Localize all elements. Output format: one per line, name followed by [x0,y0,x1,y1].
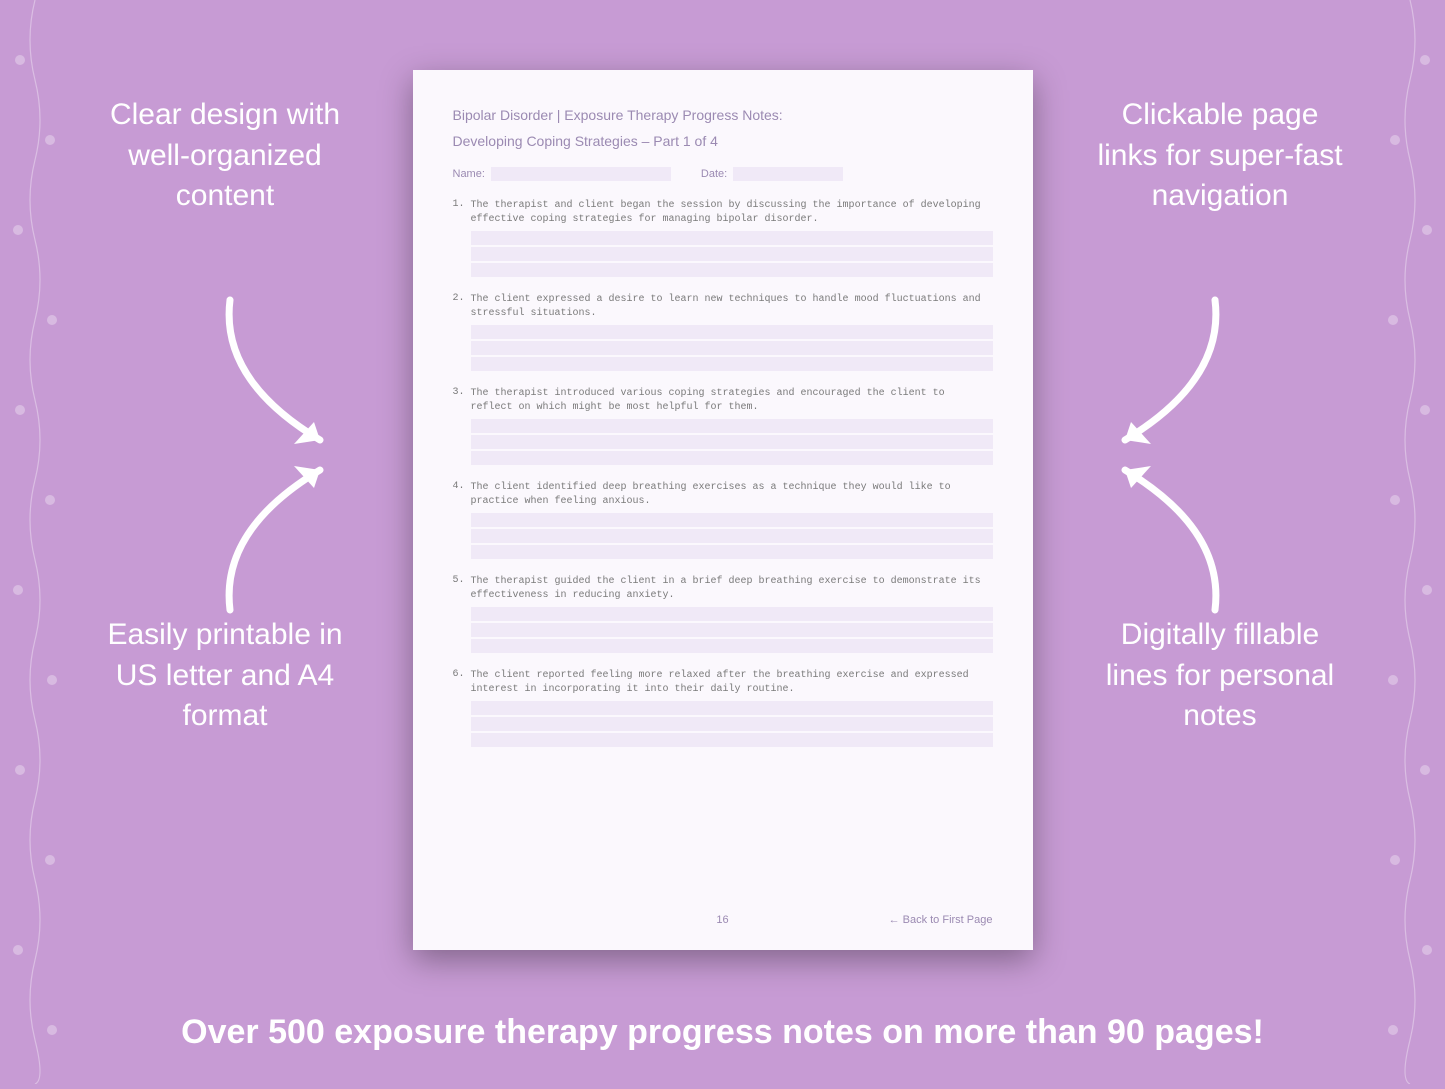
note-item-text: The client expressed a desire to learn n… [471,293,993,321]
note-item: The client identified deep breathing exe… [453,481,993,559]
fillable-lines[interactable] [471,419,993,465]
fillable-line[interactable] [471,513,993,527]
fillable-line[interactable] [471,325,993,339]
title-line-2: Developing Coping Strategies – Part 1 of… [453,130,993,152]
note-item-text: The therapist guided the client in a bri… [471,575,993,603]
note-item: The therapist guided the client in a bri… [453,575,993,653]
note-item: The therapist and client began the sessi… [453,199,993,277]
callout-top-right: Clickable page links for super-fast navi… [1090,95,1350,217]
name-input[interactable] [491,167,671,181]
fillable-line[interactable] [471,607,993,621]
name-field: Name: [453,167,671,181]
title-line-1: Bipolar Disorder | Exposure Therapy Prog… [453,107,783,123]
fillable-line[interactable] [471,639,993,653]
callout-bottom-left: Easily printable in US letter and A4 for… [95,615,355,737]
page-number: 16 [716,914,728,926]
fillable-line[interactable] [471,701,993,715]
arrow-bl-icon [210,450,360,620]
fillable-lines[interactable] [471,513,993,559]
fillable-line[interactable] [471,451,993,465]
fillable-line[interactable] [471,545,993,559]
note-item-text: The client identified deep breathing exe… [471,481,993,509]
date-field: Date: [701,167,843,181]
note-item: The client expressed a desire to learn n… [453,293,993,371]
fillable-lines[interactable] [471,607,993,653]
fillable-lines[interactable] [471,325,993,371]
floral-decoration-left [0,0,70,1084]
bottom-banner: Over 500 exposure therapy progress notes… [0,1013,1445,1052]
fillable-line[interactable] [471,717,993,731]
fillable-lines[interactable] [471,231,993,277]
fillable-line[interactable] [471,529,993,543]
note-item-text: The client reported feeling more relaxed… [471,669,993,697]
arrow-tl-icon [210,290,360,460]
arrow-tr-icon [1085,290,1235,460]
note-item: The therapist introduced various coping … [453,387,993,465]
fillable-line[interactable] [471,435,993,449]
fillable-line[interactable] [471,231,993,245]
back-to-first-page-link[interactable]: ← Back to First Page [889,914,993,926]
fillable-line[interactable] [471,733,993,747]
meta-row: Name: Date: [453,167,993,181]
document-footer: 16 ← Back to First Page [453,914,993,926]
document-title: Bipolar Disorder | Exposure Therapy Prog… [453,104,993,153]
note-item-text: The therapist and client began the sessi… [471,199,993,227]
fillable-lines[interactable] [471,701,993,747]
name-label: Name: [453,168,485,180]
fillable-line[interactable] [471,623,993,637]
fillable-line[interactable] [471,357,993,371]
date-input[interactable] [733,167,843,181]
document-sheet: Bipolar Disorder | Exposure Therapy Prog… [413,70,1033,950]
note-item: The client reported feeling more relaxed… [453,669,993,747]
fillable-line[interactable] [471,419,993,433]
callout-top-left: Clear design with well-organized content [95,95,355,217]
fillable-line[interactable] [471,247,993,261]
floral-decoration-right [1375,0,1445,1084]
callout-bottom-right: Digitally fillable lines for personal no… [1090,615,1350,737]
date-label: Date: [701,168,727,180]
arrow-br-icon [1085,450,1235,620]
fillable-line[interactable] [471,263,993,277]
items-list: The therapist and client began the sessi… [453,199,993,747]
fillable-line[interactable] [471,341,993,355]
note-item-text: The therapist introduced various coping … [471,387,993,415]
